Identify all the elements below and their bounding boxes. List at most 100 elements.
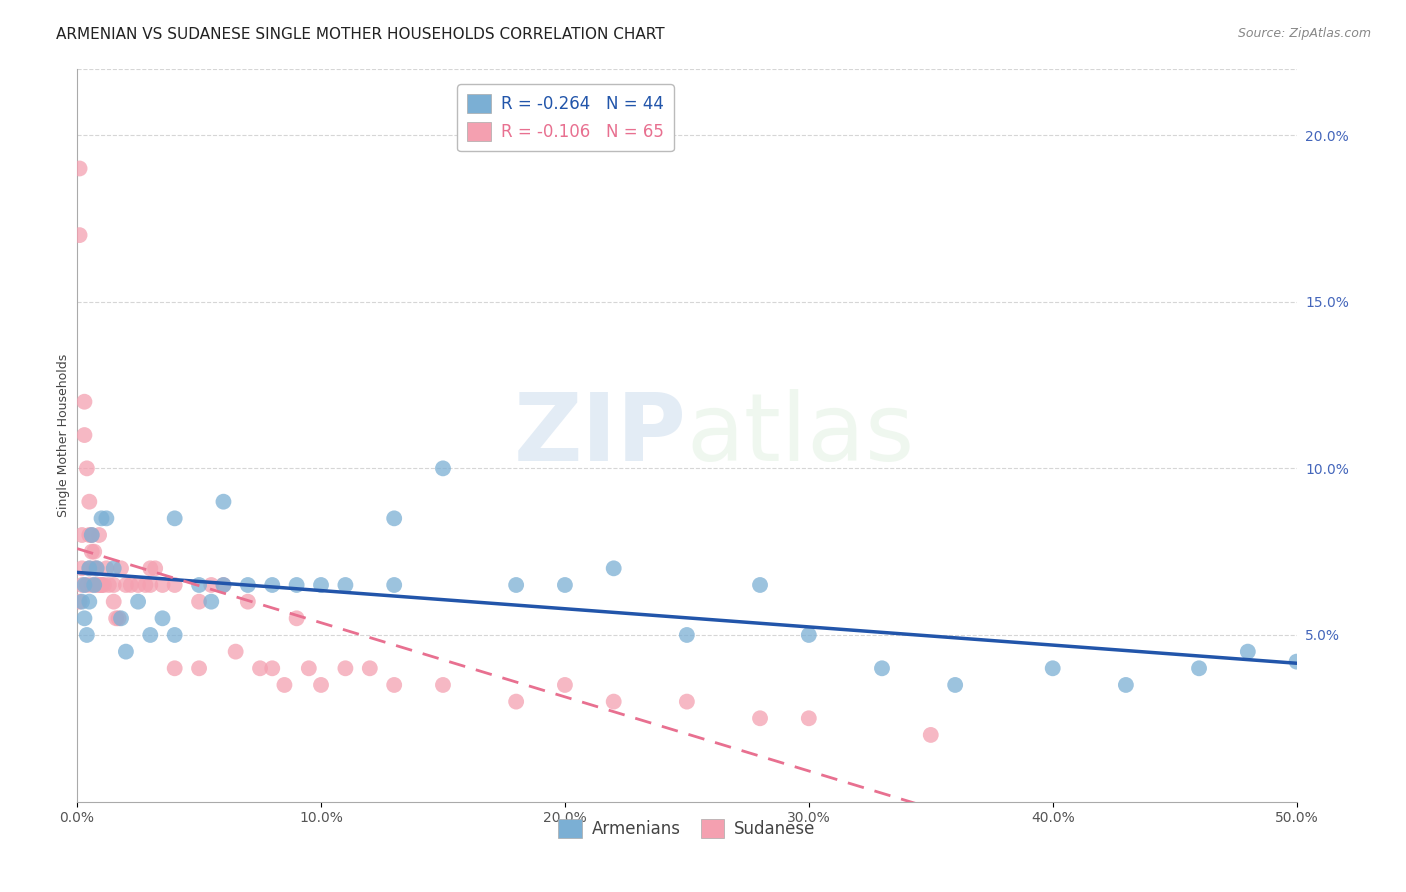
Point [163, 511, 186, 525]
Point [382, 578, 405, 592]
Point [236, 578, 259, 592]
Point [676, 628, 699, 642]
Point [359, 661, 381, 675]
Point [163, 628, 186, 642]
Point [505, 578, 527, 592]
Point [103, 561, 125, 575]
Point [749, 711, 772, 725]
Point [76, 578, 98, 592]
Point [335, 661, 357, 675]
Point [273, 678, 295, 692]
Point [139, 628, 162, 642]
Point [139, 578, 162, 592]
Point [90, 511, 112, 525]
Point [76, 461, 98, 475]
Point [79, 594, 101, 608]
Point [249, 661, 271, 675]
Point [1237, 645, 1260, 659]
Text: ZIP: ZIP [515, 389, 688, 481]
Point [120, 578, 142, 592]
Point [602, 561, 624, 575]
Point [335, 578, 357, 592]
Point [1188, 661, 1211, 675]
Point [152, 578, 174, 592]
Point [200, 578, 222, 592]
Point [73, 611, 96, 625]
Point [90, 578, 112, 592]
Text: Source: ZipAtlas.com: Source: ZipAtlas.com [1237, 27, 1371, 40]
Point [920, 728, 942, 742]
Point [143, 561, 166, 575]
Point [285, 578, 308, 592]
Point [69, 594, 91, 608]
Point [69, 228, 91, 243]
Point [73, 578, 96, 592]
Point [432, 678, 454, 692]
Point [90, 578, 112, 592]
Point [96, 561, 118, 575]
Point [554, 578, 576, 592]
Point [79, 561, 101, 575]
Point [262, 661, 284, 675]
Point [73, 428, 96, 442]
Point [1042, 661, 1064, 675]
Point [285, 611, 308, 625]
Point [152, 611, 174, 625]
Point [212, 578, 235, 592]
Point [200, 594, 222, 608]
Point [87, 528, 110, 542]
Text: atlas: atlas [688, 389, 915, 481]
Point [107, 611, 129, 625]
Point [676, 695, 699, 709]
Point [870, 661, 893, 675]
Point [309, 678, 332, 692]
Point [79, 494, 101, 508]
Point [73, 394, 96, 409]
Point [188, 661, 211, 675]
Point [83, 544, 105, 558]
Point [188, 594, 211, 608]
Point [212, 494, 235, 508]
Point [127, 594, 149, 608]
Point [797, 628, 820, 642]
Point [225, 645, 247, 659]
Point [80, 544, 103, 558]
Point [212, 578, 235, 592]
Point [382, 678, 405, 692]
Y-axis label: Single Mother Households: Single Mother Households [58, 353, 70, 516]
Point [115, 578, 138, 592]
Point [110, 611, 132, 625]
Point [80, 528, 103, 542]
Point [134, 578, 156, 592]
Point [749, 578, 772, 592]
Point [797, 711, 820, 725]
Point [115, 645, 138, 659]
Point [70, 594, 93, 608]
Point [298, 661, 321, 675]
Point [70, 561, 93, 575]
Point [76, 628, 98, 642]
Point [127, 578, 149, 592]
Point [309, 578, 332, 592]
Point [602, 695, 624, 709]
Point [1285, 655, 1308, 669]
Legend: Armenians, Sudanese: Armenians, Sudanese [551, 812, 823, 845]
Point [80, 578, 103, 592]
Point [163, 661, 186, 675]
Point [103, 594, 125, 608]
Point [236, 594, 259, 608]
Point [105, 611, 128, 625]
Point [103, 578, 125, 592]
Point [96, 511, 118, 525]
Point [505, 695, 527, 709]
Point [80, 528, 103, 542]
Point [79, 528, 101, 542]
Point [86, 578, 108, 592]
Point [1115, 678, 1137, 692]
Point [110, 561, 132, 575]
Point [86, 561, 108, 575]
Point [83, 561, 105, 575]
Point [262, 578, 284, 592]
Point [69, 161, 91, 176]
Point [70, 528, 93, 542]
